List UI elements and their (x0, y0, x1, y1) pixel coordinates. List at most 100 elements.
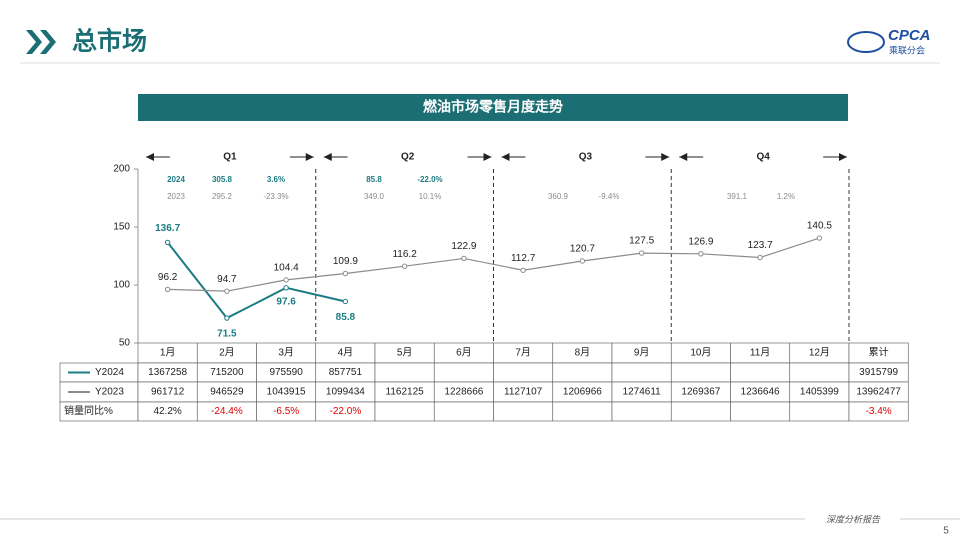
table-header: 累计 (869, 346, 889, 359)
yoy-value: -22.0% (330, 406, 362, 417)
quarter-stat: -22.0% (417, 175, 442, 184)
table-cell (433, 401, 494, 422)
yoy-value: -24.4% (211, 406, 243, 417)
y-tick-label: 200 (113, 164, 130, 175)
table-header: 3月 (278, 347, 294, 359)
arrow-head (679, 153, 688, 161)
quarter-label: Q1 (223, 152, 237, 163)
yoy-value: -3.4% (866, 406, 892, 417)
data-label: 96.2 (158, 272, 178, 283)
table-cell (730, 362, 791, 383)
table-cell (611, 401, 672, 422)
point (224, 288, 230, 294)
quarter-stat: 85.8 (366, 175, 382, 184)
point (342, 270, 349, 277)
arrow-head (323, 153, 332, 161)
point (164, 239, 171, 246)
chart-title: 燃油市场零售月度走势 (423, 99, 563, 115)
table-cell (789, 362, 850, 383)
table-header: 9月 (634, 347, 650, 359)
table-cell (730, 401, 791, 422)
yoy-value: -6.5% (273, 406, 299, 417)
point (638, 250, 645, 256)
point (461, 255, 467, 262)
table-header: 12月 (809, 347, 830, 359)
table-cell (670, 362, 731, 383)
table-value: 1228666 (444, 387, 483, 398)
arrow-head (146, 153, 154, 161)
arrow-head (661, 153, 670, 161)
legend-label: Y2024 (95, 367, 124, 378)
quarter-label: Q4 (756, 152, 770, 163)
table-header: 11月 (750, 347, 770, 359)
table-value: 13962477 (856, 387, 901, 398)
y-tick-label: 50 (119, 338, 131, 349)
quarter-stat: 360.9 (548, 192, 569, 201)
table-header: 5月 (397, 347, 413, 359)
arrow-head (501, 153, 510, 161)
quarter-stat: 10.1% (419, 192, 442, 201)
table-value: 1236646 (741, 387, 780, 398)
quarter-stat: 1.2% (777, 192, 795, 201)
data-label: 112.7 (511, 253, 536, 264)
quarter-stat: -23.3% (263, 192, 288, 201)
table-cell (611, 362, 672, 383)
data-label: 109.9 (333, 256, 358, 267)
quarter-stat: 3.6% (267, 175, 285, 184)
data-label: 104.4 (274, 263, 299, 274)
quarter-stat: 2024 (167, 175, 185, 184)
logo-text: CPCA (888, 27, 931, 44)
yoy-label: 销量同比% (64, 404, 113, 417)
table-value: 1162125 (386, 387, 425, 398)
table-value: 1274611 (623, 387, 662, 398)
table-value: 857751 (329, 367, 363, 378)
table-header: 8月 (575, 347, 591, 359)
data-label: 127.5 (629, 236, 654, 247)
table-cell (433, 362, 494, 383)
table-header: 10月 (690, 347, 711, 359)
point (283, 285, 289, 291)
data-label: 120.7 (570, 244, 595, 255)
quarter-label: Q3 (579, 152, 593, 163)
table-value: 1099434 (326, 387, 365, 398)
series-line (166, 241, 346, 320)
point (283, 277, 289, 283)
quarter-label: Q2 (401, 152, 415, 163)
arrow-head (305, 153, 314, 161)
data-label: 136.7 (155, 223, 180, 234)
data-label: 140.5 (807, 221, 832, 232)
data-label: 116.2 (392, 249, 417, 260)
table-header: 1月 (160, 347, 176, 359)
table-value: 1367258 (148, 367, 187, 378)
table-value: 715200 (210, 367, 244, 378)
table-value: 1269367 (681, 387, 720, 398)
table-header: 7月 (515, 347, 531, 359)
table-value: 1206966 (563, 387, 602, 398)
table-value: 1405399 (800, 387, 839, 398)
table-value: 975590 (269, 367, 303, 378)
quarter-stat: 305.8 (212, 175, 233, 184)
quarter-stat: -9.4% (599, 192, 620, 201)
table-cell (374, 362, 435, 383)
quarter-stat: 2023 (167, 192, 185, 201)
point (816, 235, 823, 241)
point (757, 254, 763, 261)
point (164, 286, 171, 293)
y-tick-label: 150 (113, 222, 130, 233)
data-label: 71.5 (217, 329, 237, 340)
table-header: 2月 (219, 347, 235, 359)
data-label: 85.8 (336, 312, 356, 323)
quarter-stat: 295.2 (212, 192, 233, 201)
series-line (167, 237, 820, 292)
arrow-head (483, 153, 492, 161)
yoy-value: 42.2% (153, 406, 181, 417)
table-cell (789, 401, 850, 422)
data-label: 126.9 (688, 236, 713, 247)
table-cell (848, 401, 909, 422)
table-cell (374, 401, 435, 422)
data-label: 123.7 (748, 240, 773, 251)
point (342, 298, 349, 305)
table-cell (552, 401, 613, 422)
